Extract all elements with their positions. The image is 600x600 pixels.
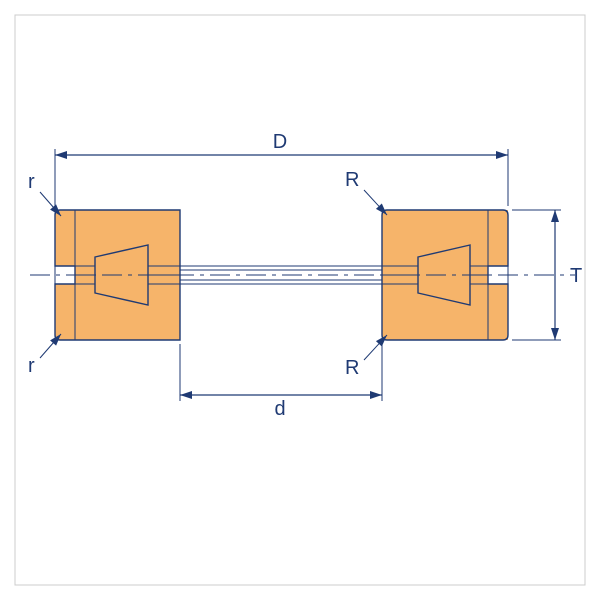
- bearing-cross-section-diagram: Dd Tr r R R: [0, 0, 600, 600]
- r_top-label: r: [28, 171, 35, 193]
- dimension-d-label: d: [274, 398, 285, 420]
- section-right-bottom: [382, 275, 488, 340]
- dimension-D-label: D: [273, 131, 287, 153]
- R_top-label: R: [345, 169, 359, 191]
- dimension-T-label: T: [570, 265, 582, 287]
- section-left-top: [75, 210, 180, 275]
- section-left-bottom: [75, 275, 180, 340]
- R_bottom-label: R: [345, 357, 359, 379]
- section-right-top: [382, 210, 488, 275]
- r_bottom-label: r: [28, 355, 35, 377]
